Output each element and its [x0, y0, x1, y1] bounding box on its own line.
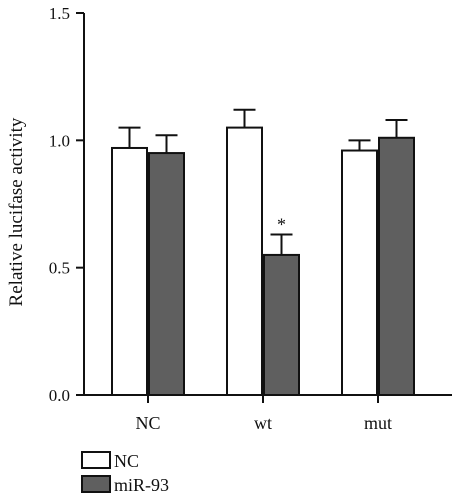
x-tick-label: wt — [254, 413, 272, 433]
bar-nc — [111, 146, 148, 396]
bar-nc — [341, 149, 378, 396]
annotations: * — [277, 215, 286, 235]
legend: NC miR-93 — [81, 451, 169, 495]
y-tick-label: 0.5 — [49, 259, 70, 278]
bar-mir-93 — [263, 253, 300, 396]
x-tick-label: NC — [135, 413, 160, 433]
plot-area: 0.0 0.5 1.0 1.5 NC wt mut * — [49, 4, 452, 433]
x-ticks: NC wt mut — [135, 395, 392, 433]
x-tick-label: mut — [364, 413, 392, 433]
bar-mir-93 — [378, 136, 415, 397]
legend-label: miR-93 — [114, 475, 169, 495]
y-ticks: 0.0 0.5 1.0 1.5 — [49, 4, 84, 405]
y-tick-label: 1.0 — [49, 131, 70, 150]
y-tick-label: 1.5 — [49, 4, 70, 23]
legend-label: NC — [114, 451, 139, 471]
legend-swatch — [81, 451, 111, 469]
bar-mir-93 — [148, 152, 185, 396]
bars — [111, 126, 415, 397]
y-axis-title: Relative lucifase activity — [6, 117, 27, 306]
error-bars — [118, 108, 408, 255]
legend-swatch — [81, 475, 111, 493]
y-tick-label: 0.0 — [49, 386, 70, 405]
bar-nc — [226, 126, 263, 396]
significance-asterisk: * — [277, 215, 286, 235]
